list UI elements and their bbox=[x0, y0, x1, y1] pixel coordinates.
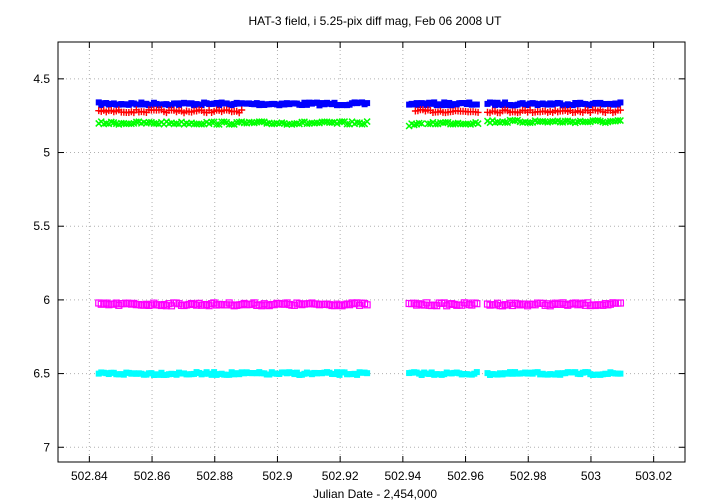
data-point bbox=[473, 101, 480, 108]
data-point bbox=[363, 301, 371, 309]
data-point bbox=[556, 118, 564, 126]
data-point bbox=[145, 118, 153, 126]
y-tick-label: 5 bbox=[43, 146, 50, 160]
plot-data bbox=[95, 99, 625, 378]
data-point bbox=[415, 119, 423, 127]
series-3 bbox=[95, 299, 625, 310]
data-point bbox=[526, 119, 534, 127]
x-tick-label: 503.02 bbox=[635, 469, 672, 483]
data-point bbox=[240, 119, 248, 127]
data-point bbox=[358, 120, 366, 128]
data-point bbox=[132, 118, 140, 126]
data-point bbox=[343, 120, 351, 128]
data-point bbox=[298, 118, 306, 126]
data-point bbox=[364, 100, 371, 107]
data-point bbox=[441, 118, 450, 126]
data-point bbox=[501, 118, 509, 126]
data-point bbox=[474, 108, 482, 116]
data-point bbox=[473, 369, 480, 376]
data-point bbox=[208, 118, 216, 126]
x-tick-label: 503 bbox=[581, 469, 601, 483]
ticks: 502.84 502.86 502.88 502.9 502.92 502.94 502.9… bbox=[33, 42, 685, 483]
data-point bbox=[617, 370, 624, 377]
data-point bbox=[238, 106, 246, 114]
data-point bbox=[424, 120, 432, 128]
x-tick-label: 502.9 bbox=[262, 469, 292, 483]
data-point bbox=[616, 299, 625, 307]
x-tick-label: 502.92 bbox=[322, 469, 359, 483]
x-tick-label: 502.88 bbox=[196, 469, 233, 483]
y-tick-label: 6.5 bbox=[33, 367, 50, 381]
data-point bbox=[258, 118, 266, 126]
y-tick-label: 5.5 bbox=[33, 219, 50, 233]
x-tick-label: 502.84 bbox=[71, 469, 108, 483]
plot-frame bbox=[57, 41, 686, 463]
data-point bbox=[213, 120, 221, 128]
data-point bbox=[617, 99, 624, 106]
series-2 bbox=[95, 116, 624, 130]
data-point bbox=[364, 370, 371, 377]
x-tick-label: 502.96 bbox=[447, 469, 484, 483]
chart-title: HAT-3 field, i 5.25-pix diff mag, Feb 06… bbox=[248, 14, 502, 28]
x-tick-label: 502.94 bbox=[384, 469, 421, 483]
data-point bbox=[363, 118, 371, 126]
y-tick-label: 7 bbox=[43, 440, 50, 454]
data-point bbox=[473, 300, 481, 308]
data-point bbox=[353, 118, 361, 127]
x-tick-label: 502.86 bbox=[134, 469, 171, 483]
data-point bbox=[616, 106, 624, 114]
x-axis-label: Julian Date - 2,454,000 bbox=[313, 487, 437, 501]
data-point bbox=[418, 120, 426, 128]
y-tick-label: 4.5 bbox=[33, 72, 50, 86]
data-point bbox=[198, 120, 206, 128]
y-tick-label: 6 bbox=[43, 293, 50, 307]
data-point bbox=[338, 118, 346, 126]
series-0 bbox=[95, 99, 624, 109]
data-point bbox=[616, 117, 624, 125]
data-point bbox=[474, 120, 482, 128]
x-tick-label: 502.98 bbox=[510, 469, 547, 483]
data-point bbox=[431, 120, 439, 128]
series-1 bbox=[95, 106, 624, 117]
data-point bbox=[614, 116, 622, 124]
series-4 bbox=[95, 369, 624, 378]
data-point bbox=[127, 120, 135, 128]
data-point bbox=[584, 118, 592, 126]
data-point bbox=[228, 120, 236, 128]
